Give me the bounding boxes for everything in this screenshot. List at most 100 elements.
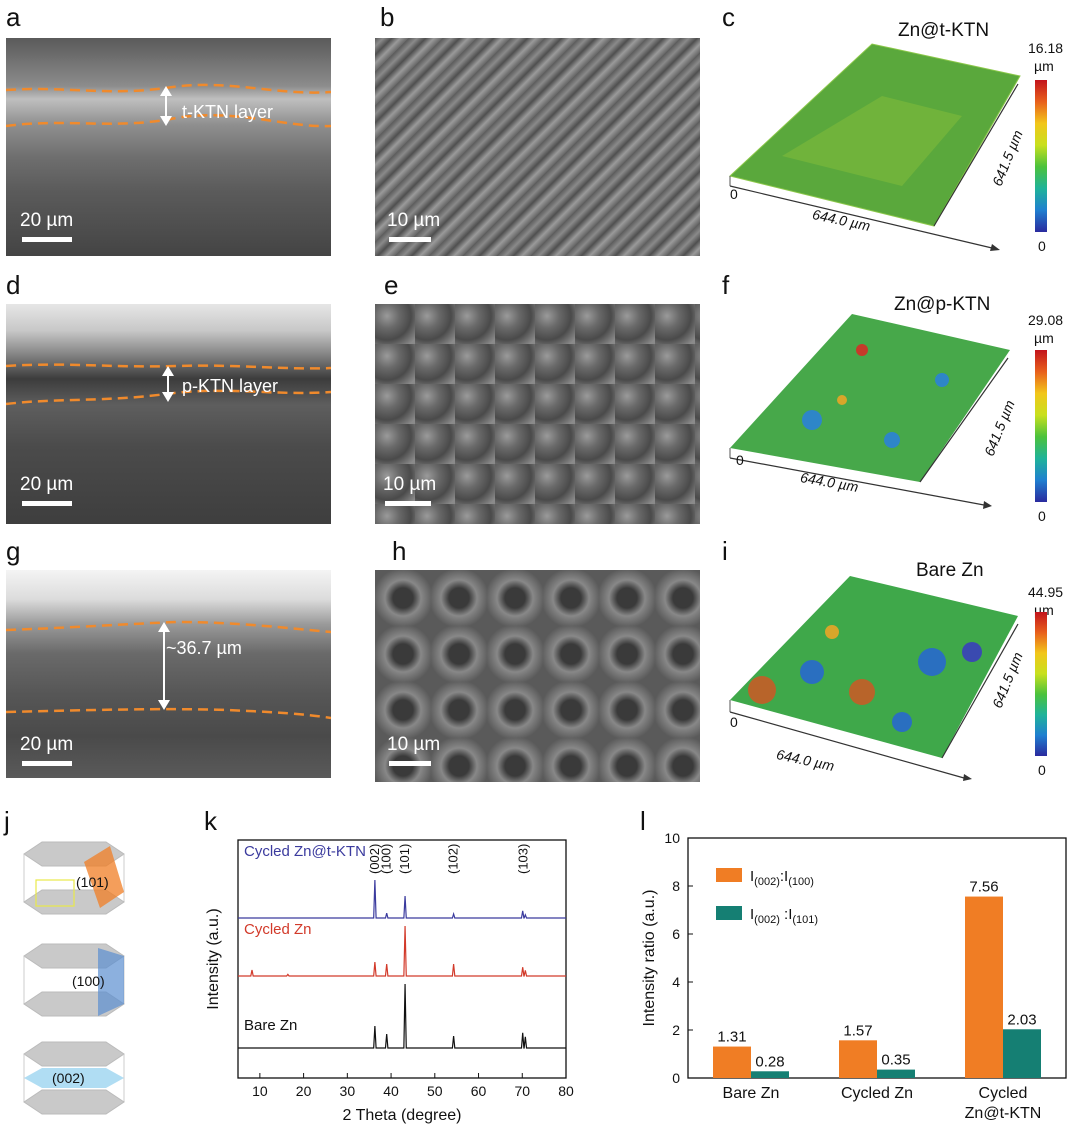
sem-cross-section-d: p-KTN layer 20 µm [6,304,331,524]
sem-cross-section-a: t-KTN layer 20 µm [6,38,331,256]
scale-label-d: 20 µm [20,474,74,495]
y-tick-label-0: 0 [672,1070,680,1086]
colorbar-max-i: 44.95 [1028,584,1064,600]
bar-1-0 [751,1071,789,1078]
category-label-1: Cycled Zn [841,1085,913,1102]
category-label-0: Bare Zn [723,1085,780,1102]
bar-value-1-2: 2.03 [1007,1011,1036,1028]
bar-1-1 [877,1069,915,1078]
scale-bar-a [22,237,72,242]
panel-letter-c: c [722,2,735,32]
plot-frame-k [237,839,567,1079]
colorbar-max-c: 16.18 [1028,40,1064,56]
colorbar-unit-c: µm [1034,58,1054,74]
bar-value-1-1: 0.35 [881,1052,910,1069]
height-map-c [728,43,1021,251]
y-tick-label-2: 2 [672,1022,680,1038]
sem-surface-e: 10 µm [375,304,700,524]
scale-label-g: 20 µm [20,734,74,755]
colorbar-min-c: 0 [1038,238,1046,254]
y-tick-label-4: 4 [672,974,680,990]
layer-label-a: t-KTN layer [182,102,274,122]
plane-label-101: (101) [76,874,109,890]
sem-surface-h: 10 µm [375,570,700,782]
origin-label-f: 0 [736,452,744,468]
colorbar-f [1035,350,1047,502]
panel-letter-f: f [722,270,730,300]
plane-label-002: (002) [52,1070,85,1086]
origin-label-i: 0 [730,714,738,730]
peak-label-1: (100) [379,844,394,874]
scale-label-h: 10 µm [387,734,441,755]
prism-002: (002) [23,1041,125,1115]
bar-0-0 [713,1046,751,1078]
height-map-f [729,314,1010,509]
legend-swatch-1 [716,906,742,920]
map-title-c: Zn@t-KTN [898,20,990,41]
bar-0-1 [839,1040,877,1078]
y-tick-label-8: 8 [672,878,680,894]
peak-label-3: (102) [446,844,461,874]
map-title-f: Zn@p-KTN [894,294,991,315]
scale-bar-d [22,501,72,506]
x-tick-label-10: 10 [252,1083,268,1099]
panel-letter-g: g [6,536,21,566]
sem-surface-b: 10 µm [375,38,700,256]
bar-chart-l: 0 2 4 6 8 10 Intensity ratio (a.u.) 1.31 0.28 Bar… [641,830,1067,1122]
colorbar-unit-f: µm [1034,330,1054,346]
prism-101: (101) [23,841,125,915]
layer-label-g: ~36.7 µm [166,638,242,658]
colorbar-min-f: 0 [1038,508,1046,524]
map-title-i: Bare Zn [916,560,984,581]
bar-0-2 [965,896,1003,1078]
legend-swatch-0 [716,868,742,882]
panel-letter-j: j [4,806,10,836]
crystal-planes-j: (101) (100) (002) [23,841,125,1115]
y-axis-label-l: Intensity ratio (a.u.) [641,890,658,1027]
y-tick-label-6: 6 [672,926,680,942]
layer-label-d: p-KTN layer [182,376,279,396]
scale-bar-e [385,501,431,506]
panel-letter-k: k [204,806,217,836]
panel-letter-d: d [6,270,21,300]
xrd-chart-k: 10 20 30 40 50 60 70 80 2 Theta (degree) Intensit… [205,839,574,1124]
category-label-2: Cycled Zn@t-KTN [965,1085,1042,1122]
x-tick-label-70: 70 [514,1083,530,1099]
xrd-series-2 [238,983,566,1049]
panel-letter-b: b [380,2,395,32]
series-label-0: Cycled Zn@t-KTN [244,843,366,860]
x-tick-label-30: 30 [340,1083,356,1099]
panel-letter-h: h [392,536,407,566]
panel-letter-i: i [722,536,728,566]
scale-label-b: 10 µm [387,210,441,231]
x-tick-label-50: 50 [427,1083,443,1099]
peak-label-0: (002) [367,844,382,874]
peak-label-2: (101) [397,844,412,874]
x-tick-label-20: 20 [296,1083,312,1099]
xrd-series-0 [238,879,566,919]
bar-1-2 [1003,1029,1041,1078]
scale-label-a: 20 µm [20,210,74,231]
panel-letter-l: l [640,806,646,836]
scale-label-e: 10 µm [383,474,437,495]
colorbar-max-f: 29.08 [1028,312,1064,328]
legend-label-1: I(002) :I(101) [750,906,818,926]
bar-value-0-1: 1.57 [843,1022,872,1039]
sem-cross-section-g: ~36.7 µm 20 µm [6,570,331,778]
colorbar-c [1035,80,1047,232]
plane-label-100: (100) [72,973,105,989]
y-axis-label-k: Intensity (a.u.) [205,908,222,1009]
x-tick-label-80: 80 [558,1083,574,1099]
scale-bar-b [389,237,431,242]
prism-100: (100) [23,943,125,1017]
panel-letter-a: a [6,2,21,32]
origin-label-c: 0 [730,186,738,202]
height-map-i [729,576,1019,781]
y-tick-label-10: 10 [664,830,680,846]
xrd-series-1 [238,925,566,977]
x-tick-label-60: 60 [471,1083,487,1099]
legend-label-0: I(002):I(100) [750,868,814,888]
series-label-1: Cycled Zn [244,921,312,938]
bar-value-1-0: 0.28 [755,1053,784,1070]
bar-value-0-0: 1.31 [717,1029,746,1046]
